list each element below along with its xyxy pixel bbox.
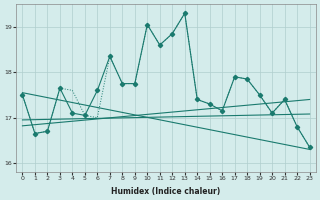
X-axis label: Humidex (Indice chaleur): Humidex (Indice chaleur) xyxy=(111,187,221,196)
